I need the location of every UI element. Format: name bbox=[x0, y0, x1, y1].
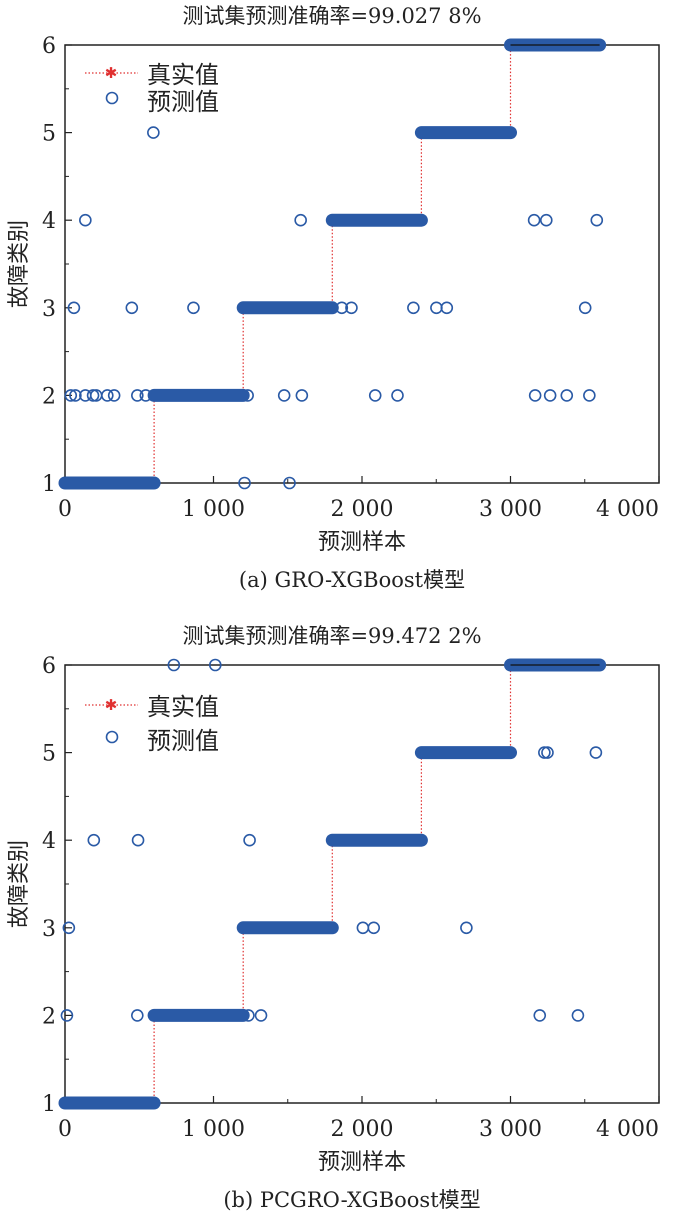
legend-asterisk-icon: ✱ bbox=[105, 64, 118, 82]
predicted-point bbox=[539, 213, 553, 227]
legend-label-true: 真实值 bbox=[147, 61, 219, 89]
predicted-point bbox=[101, 389, 114, 402]
predicted-point bbox=[583, 389, 596, 402]
predicted-point bbox=[125, 301, 139, 315]
legend-asterisk-icon: ✱ bbox=[105, 696, 118, 714]
predicted-point bbox=[407, 301, 420, 315]
y-axis-label: 故障类别 bbox=[7, 220, 32, 308]
predicted-point bbox=[254, 1009, 268, 1022]
predicted-point bbox=[67, 301, 81, 315]
predicted-point bbox=[391, 389, 404, 402]
y-tick-label: 1 bbox=[42, 1092, 56, 1117]
predicted-point bbox=[294, 213, 307, 227]
predicted-point bbox=[528, 389, 542, 402]
y-tick-label: 3 bbox=[42, 917, 56, 942]
predicted-point bbox=[560, 389, 574, 402]
y-tick-label: 6 bbox=[42, 34, 56, 59]
predicted-point bbox=[107, 389, 121, 402]
predicted-point bbox=[460, 921, 473, 935]
legend-label-true: 真实值 bbox=[147, 693, 219, 721]
predicted-point bbox=[368, 389, 382, 402]
predicted-point bbox=[345, 301, 358, 315]
predicted-point bbox=[571, 1009, 585, 1022]
predicted-point bbox=[589, 746, 603, 759]
figure-caption: (b) PCGRO-XGBoost模型 bbox=[223, 1188, 480, 1212]
predicted-point bbox=[167, 658, 181, 672]
y-tick-label: 4 bbox=[42, 829, 56, 854]
predicted-point bbox=[527, 213, 541, 227]
x-tick-label: 3 000 bbox=[479, 1117, 542, 1142]
predicted-point bbox=[242, 1009, 255, 1022]
chart-title: 测试集预测准确率=99.472 2% bbox=[182, 624, 481, 648]
predicted-point bbox=[79, 213, 92, 227]
predicted-point bbox=[277, 389, 291, 402]
y-tick-label: 5 bbox=[42, 122, 56, 147]
predicted-point bbox=[131, 1009, 144, 1022]
legend-label-predicted: 预测值 bbox=[147, 727, 219, 755]
x-tick-label: 0 bbox=[58, 497, 72, 522]
x-tick-label: 1 000 bbox=[182, 497, 245, 522]
predicted-point bbox=[356, 921, 370, 935]
chart-title: 测试集预测准确率=99.027 8% bbox=[182, 4, 481, 28]
predicted-point bbox=[241, 389, 254, 402]
x-tick-label: 4 000 bbox=[596, 497, 659, 522]
predicted-point bbox=[335, 301, 349, 315]
predicted-point bbox=[430, 301, 443, 315]
y-tick-label: 2 bbox=[42, 384, 56, 409]
predicted-point bbox=[283, 476, 296, 490]
predicted-point bbox=[64, 389, 78, 402]
predicted-point bbox=[69, 389, 82, 402]
x-tick-label: 2 000 bbox=[331, 497, 394, 522]
predicted-point bbox=[367, 921, 381, 935]
chart-panel-b: 测试集预测准确率=99.472 2% 0 1 000 2 000 3 000 4 000 1… bbox=[7, 624, 660, 1212]
legend-circle-icon bbox=[105, 730, 119, 744]
predicted-point bbox=[243, 833, 256, 847]
y-tick-label: 6 bbox=[42, 654, 56, 679]
x-tick-label: 3 000 bbox=[479, 497, 542, 522]
x-tick-label: 0 bbox=[58, 1117, 72, 1142]
chart-panel-a: 测试集预测准确率=99.027 8% 0 1 000 2 000 3 000 4 000 1… bbox=[7, 4, 660, 592]
legend-label-predicted: 预测值 bbox=[147, 88, 219, 116]
predicted-point bbox=[139, 389, 153, 402]
predicted-point bbox=[543, 389, 557, 402]
y-tick-label: 5 bbox=[42, 742, 56, 767]
predicted-point bbox=[87, 833, 101, 847]
figure-caption: (a) GRO-XGBoost模型 bbox=[239, 568, 465, 592]
predicted-point bbox=[578, 301, 592, 315]
predicted-point bbox=[62, 921, 76, 935]
x-tick-label: 1 000 bbox=[182, 1117, 245, 1142]
predicted-point bbox=[440, 301, 454, 315]
predicted-point bbox=[187, 301, 200, 315]
y-axis-label: 故障类别 bbox=[7, 840, 32, 928]
x-tick-label: 2 000 bbox=[331, 1117, 394, 1142]
x-tick-label: 4 000 bbox=[596, 1117, 659, 1142]
legend-circle-icon bbox=[105, 91, 119, 105]
predicted-point bbox=[590, 213, 604, 227]
y-tick-label: 1 bbox=[42, 472, 56, 497]
predicted-point bbox=[147, 126, 160, 139]
predicted-point bbox=[295, 389, 309, 402]
x-axis-label: 预测样本 bbox=[318, 1150, 406, 1175]
predicted-point bbox=[131, 389, 144, 402]
predicted-point bbox=[131, 833, 145, 847]
predicted-point bbox=[86, 389, 100, 402]
predicted-point bbox=[533, 1009, 547, 1022]
y-tick-label: 2 bbox=[42, 1004, 56, 1029]
predicted-point bbox=[538, 746, 551, 759]
y-tick-label: 4 bbox=[42, 209, 56, 234]
predicted-point bbox=[541, 746, 554, 759]
predicted-point bbox=[60, 1009, 74, 1022]
predicted-point bbox=[208, 658, 222, 672]
y-tick-label: 3 bbox=[42, 297, 56, 322]
predicted-point bbox=[238, 476, 251, 490]
x-axis-label: 预测样本 bbox=[318, 530, 406, 555]
